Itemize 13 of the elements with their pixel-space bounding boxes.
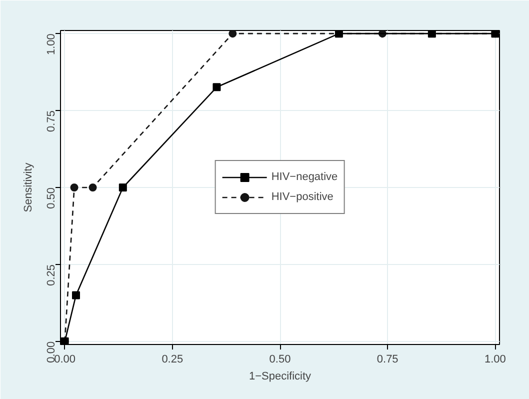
y-axis-title: Sensitivity [22,162,34,212]
x-axis-title: 1−Specificity [248,370,312,382]
x-tick-label: 0.00 [54,354,76,366]
x-tick-label: 0.25 [162,354,184,366]
y-tick-label: 1.00 [46,34,58,55]
x-tick-label: 1.00 [484,354,506,366]
y-tick-label: 0.75 [46,110,58,132]
x-tick-label: 0.75 [376,354,398,366]
y-tick-label: 0.50 [46,187,58,209]
legend-label: HIV−positive [271,191,334,203]
y-tick-label: 0.25 [46,264,58,286]
legend-label: HIV−negative [271,171,338,183]
x-tick-label: 0.50 [269,354,291,366]
